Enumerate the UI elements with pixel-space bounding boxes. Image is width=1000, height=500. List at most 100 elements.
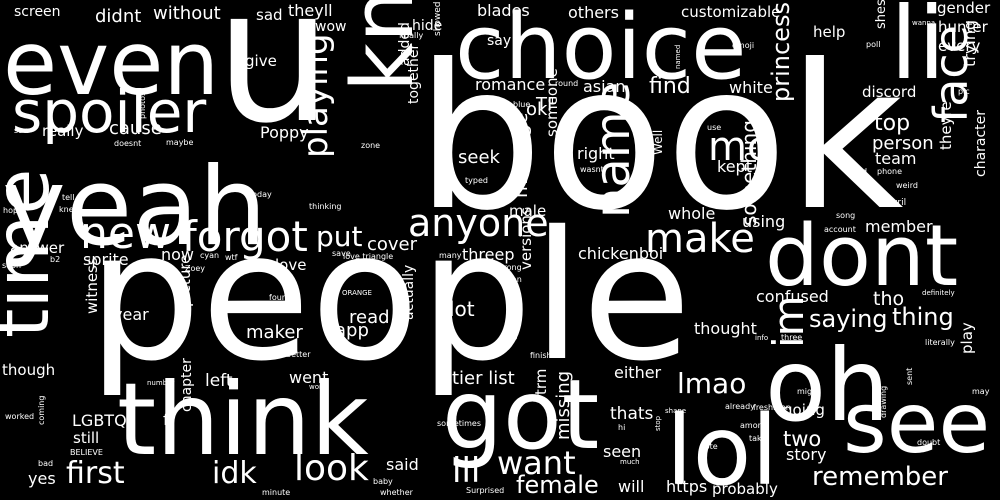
word-new: new — [80, 208, 171, 259]
word-added: added — [397, 22, 413, 66]
word-hope: hope — [3, 206, 23, 215]
word-trm: trm — [532, 369, 550, 395]
word-really: really — [42, 122, 84, 140]
word-top: top — [874, 111, 910, 136]
word-will: will — [618, 477, 644, 496]
word-actually: actually — [401, 265, 417, 320]
word-four: four — [269, 293, 286, 302]
word-thinking: thinking — [309, 202, 342, 211]
word-literally: literally — [925, 338, 955, 347]
word-even: even — [3, 12, 219, 115]
word-help: help — [813, 23, 845, 41]
word-different: different — [510, 306, 519, 340]
word-doubt: doubt — [917, 438, 940, 447]
word-cover: cover — [367, 234, 418, 255]
word-witness: witness — [83, 257, 101, 314]
word-thing: thing — [892, 303, 954, 331]
word-seen: seen — [603, 442, 641, 461]
word-full: full — [618, 344, 629, 352]
word-emoji: emoji — [732, 41, 754, 50]
word-using: using — [742, 212, 785, 231]
word-left: left — [205, 371, 233, 391]
word-see: see — [843, 374, 990, 472]
word-first: first — [66, 456, 125, 491]
word-female: female — [516, 471, 599, 499]
word-sometimes: sometimes — [437, 419, 481, 428]
word-idk: idk — [212, 456, 257, 491]
word-white: white — [729, 78, 773, 97]
word-coming: coming — [37, 396, 46, 425]
word-thats: thats — [610, 404, 654, 424]
word-lot: lot — [449, 297, 475, 321]
word-anyone: anyone — [408, 201, 549, 245]
word-poppy: Poppy — [260, 123, 309, 142]
word-person: person — [872, 133, 934, 154]
word-vote: vote — [700, 442, 718, 451]
word-orange: ORANGE — [342, 289, 372, 297]
word-know: know — [334, 0, 433, 92]
word-lol: lol — [666, 395, 778, 500]
word-lgbtq: LGBTQ — [72, 411, 127, 430]
word-three: three — [781, 333, 802, 342]
word-yes: yes — [28, 469, 56, 488]
word-think: think — [117, 361, 369, 478]
word-threep: threep — [462, 245, 514, 264]
word-wow: wow — [315, 19, 346, 35]
word-spoiler: spoiler — [12, 78, 206, 146]
word-baby: baby — [373, 477, 393, 486]
word-probably: probably — [712, 480, 778, 498]
word-round: round — [555, 79, 578, 88]
word-doesnt: doesnt — [114, 139, 141, 148]
word-blades: blades — [477, 1, 530, 20]
word-many: many — [439, 251, 462, 260]
word-today: today — [249, 190, 272, 199]
word-mc: mc — [708, 124, 769, 170]
word-forgot: forgot — [182, 212, 308, 261]
word-without: without — [153, 3, 221, 24]
word-believe: BELIEVE — [70, 448, 103, 457]
word-ill: ill — [452, 451, 480, 491]
word-picture: picture — [176, 255, 194, 307]
word-definitely: definitely — [922, 289, 955, 297]
word-info: info — [755, 334, 768, 342]
word-zoey: Zoey — [185, 264, 205, 273]
word-people: people — [88, 193, 691, 400]
word-app: app — [335, 320, 369, 341]
word-versions: versions — [517, 207, 535, 270]
word-wrong: wrong — [497, 263, 522, 272]
word-use: use — [707, 123, 721, 132]
word-love: love — [275, 256, 306, 274]
word-choice: choice — [455, 0, 746, 100]
word-name: name — [585, 82, 641, 218]
word-https: https — [666, 477, 707, 496]
word-bad: bad — [38, 459, 53, 468]
word-poll: poll — [866, 40, 880, 49]
word-either: either — [614, 363, 662, 382]
word-others: others — [568, 3, 619, 22]
word-princess: princess — [767, 2, 795, 102]
word-take: take — [749, 434, 766, 443]
word-weird: weird — [896, 181, 918, 190]
word-pic: pic — [958, 87, 970, 96]
word-said: said — [386, 455, 419, 474]
word-maker: maker — [246, 322, 303, 343]
word-put: put — [316, 220, 363, 253]
word-find: find — [649, 74, 691, 99]
word-whether: whether — [380, 488, 414, 497]
word-hi: hi — [618, 423, 625, 432]
word-yeah: yeah — [2, 145, 267, 270]
word-give: give — [245, 52, 277, 70]
word-say: say — [487, 33, 511, 49]
word-customizable: customizable — [681, 3, 780, 21]
word-already: already — [725, 402, 755, 411]
word-wtf: wtf — [225, 253, 238, 262]
word-stop: stop — [654, 415, 662, 431]
word-make: make — [645, 216, 755, 262]
word-every: every — [938, 37, 981, 55]
word-didnt: didnt — [95, 6, 141, 27]
word-finally: finally — [399, 31, 423, 40]
word-confused: confused — [756, 287, 829, 306]
